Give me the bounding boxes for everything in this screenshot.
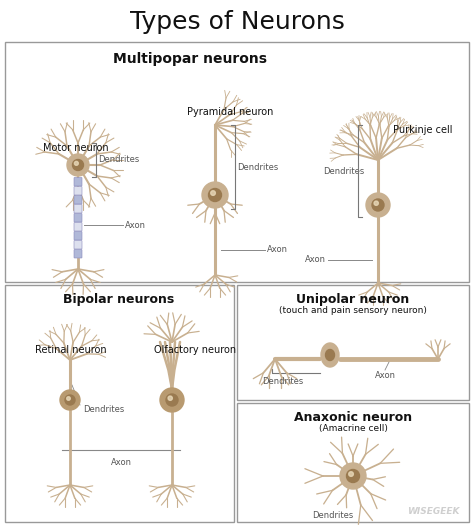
- Bar: [237, 403, 469, 522]
- Text: Pyramidal neuron: Pyramidal neuron: [187, 107, 273, 117]
- Circle shape: [340, 463, 366, 489]
- Text: Axon: Axon: [125, 221, 146, 230]
- Text: Multipopar neurons: Multipopar neurons: [113, 52, 267, 66]
- Text: (touch and pain sensory neuron): (touch and pain sensory neuron): [279, 306, 427, 315]
- Circle shape: [209, 188, 221, 202]
- Circle shape: [366, 193, 390, 217]
- FancyBboxPatch shape: [74, 177, 82, 186]
- Bar: [5, 285, 234, 522]
- Ellipse shape: [326, 350, 335, 361]
- Circle shape: [374, 201, 378, 205]
- FancyBboxPatch shape: [74, 250, 82, 258]
- Text: Dendrites: Dendrites: [83, 406, 124, 414]
- Bar: [5, 42, 469, 282]
- Circle shape: [349, 472, 354, 476]
- Text: Dendrites: Dendrites: [262, 377, 303, 386]
- FancyBboxPatch shape: [74, 186, 82, 195]
- Circle shape: [168, 396, 173, 400]
- Text: Types of Neurons: Types of Neurons: [129, 10, 345, 34]
- Text: Olfactory neuron: Olfactory neuron: [154, 345, 236, 355]
- FancyBboxPatch shape: [74, 240, 82, 249]
- Text: Dendrites: Dendrites: [312, 511, 354, 520]
- Text: Anaxonic neuron: Anaxonic neuron: [294, 411, 412, 424]
- Text: Motor neuron: Motor neuron: [43, 143, 109, 153]
- Circle shape: [160, 388, 184, 412]
- Text: Dendrites: Dendrites: [237, 163, 278, 172]
- Circle shape: [211, 191, 215, 195]
- Text: Purkinje cell: Purkinje cell: [393, 125, 453, 135]
- Text: (Amacrine cell): (Amacrine cell): [319, 424, 387, 433]
- FancyBboxPatch shape: [74, 231, 82, 240]
- Circle shape: [202, 182, 228, 208]
- FancyBboxPatch shape: [74, 195, 82, 204]
- Circle shape: [60, 390, 80, 410]
- Circle shape: [74, 162, 78, 165]
- Text: Retinal neuron: Retinal neuron: [35, 345, 107, 355]
- Text: Dendrites: Dendrites: [98, 156, 139, 165]
- Circle shape: [67, 154, 89, 176]
- Circle shape: [73, 159, 83, 171]
- FancyBboxPatch shape: [74, 222, 82, 231]
- Text: Axon: Axon: [374, 371, 395, 380]
- FancyBboxPatch shape: [74, 213, 82, 222]
- Text: Bipolar neurons: Bipolar neurons: [64, 293, 174, 306]
- Circle shape: [372, 199, 384, 211]
- Circle shape: [346, 469, 359, 483]
- Text: Axon: Axon: [305, 256, 326, 265]
- Bar: [237, 285, 469, 400]
- Circle shape: [65, 395, 75, 405]
- Ellipse shape: [321, 343, 339, 367]
- Text: Dendrites: Dendrites: [323, 166, 364, 175]
- Text: WISEGEEK: WISEGEEK: [408, 507, 460, 516]
- Text: Unipolar neuron: Unipolar neuron: [296, 293, 410, 306]
- FancyBboxPatch shape: [74, 204, 82, 213]
- Text: Axon: Axon: [267, 246, 288, 254]
- Circle shape: [67, 397, 70, 400]
- Circle shape: [166, 394, 178, 406]
- Text: Axon: Axon: [110, 458, 131, 467]
